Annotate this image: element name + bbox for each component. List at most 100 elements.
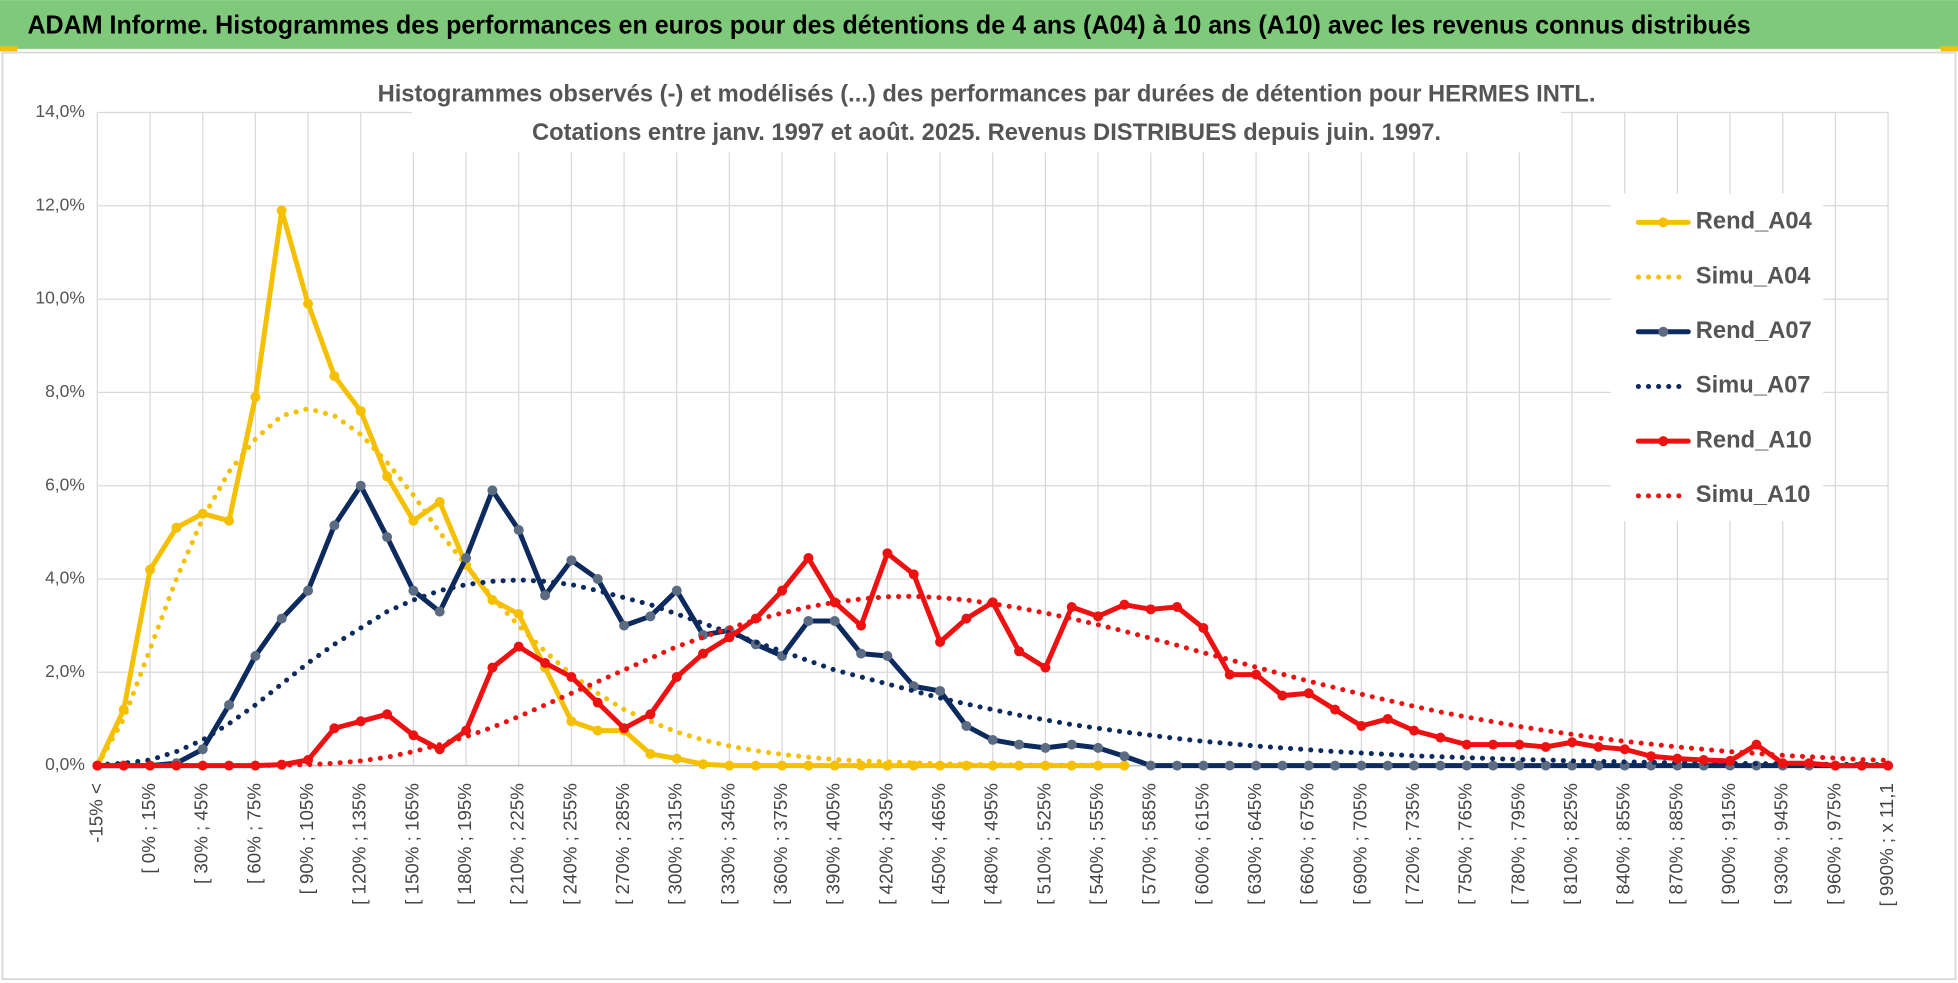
model-point: [413, 599, 414, 600]
data-point: [1224, 669, 1235, 680]
data-point: [197, 760, 208, 771]
data-point: [382, 471, 393, 482]
data-point: [856, 648, 867, 659]
model-point: [1071, 724, 1072, 725]
data-point: [276, 205, 287, 216]
data-point: [1172, 601, 1183, 612]
model-point: [1571, 734, 1572, 735]
model-line: [94, 593, 1891, 769]
model-point: [492, 581, 493, 582]
model-point: [1756, 753, 1757, 754]
data-point: [1014, 739, 1025, 750]
data-point: [619, 620, 630, 631]
model-point: [702, 637, 703, 638]
data-point: [750, 760, 761, 771]
data-point: [882, 548, 893, 559]
model-point: [650, 721, 651, 722]
model-point: [1334, 687, 1335, 688]
x-tick-label: [ 60% ; 75%: [243, 783, 264, 884]
data-point: [1066, 739, 1077, 750]
model-point: [255, 438, 256, 439]
data-point: [1277, 760, 1288, 771]
model-point: [360, 760, 361, 761]
model-point: [492, 597, 493, 598]
model-point: [623, 669, 624, 670]
model-point: [1045, 719, 1046, 720]
data-point: [1435, 732, 1446, 743]
x-tick-label: [ 30% ; 45%: [191, 783, 212, 884]
data-point: [566, 671, 577, 682]
x-tick-label: [ 120% ; 135%: [349, 783, 370, 905]
model-point: [1282, 674, 1283, 675]
y-tick-label: 2,0%: [45, 661, 85, 681]
model-point: [1097, 765, 1098, 766]
x-tick-label: [ 870% ; 885%: [1665, 783, 1686, 905]
data-point: [1672, 753, 1683, 764]
corner-accent: [0, 46, 18, 52]
model-point: [571, 693, 572, 694]
model-point: [149, 765, 150, 766]
data-point: [303, 585, 314, 596]
data-point: [645, 748, 656, 759]
model-point: [992, 709, 993, 710]
model-point: [834, 669, 835, 670]
x-tick-label: [ 690% ; 705%: [1349, 783, 1370, 905]
data-point: [1593, 741, 1604, 752]
data-point: [355, 480, 366, 491]
model-point: [650, 658, 651, 659]
model-point: [1440, 711, 1441, 712]
model-point: [1018, 715, 1019, 716]
model-point: [386, 611, 387, 612]
model-point: [1150, 638, 1151, 639]
model-point: [1124, 631, 1125, 632]
data-point: [1698, 755, 1709, 765]
data-point: [645, 611, 656, 622]
model-point: [1466, 757, 1467, 758]
model-point: [1387, 700, 1388, 701]
model-point: [623, 597, 624, 598]
model-point: [413, 751, 414, 752]
legend-label: Simu_A10: [1696, 482, 1811, 508]
x-tick-label: [ 330% ; 345%: [717, 783, 738, 905]
data-point: [619, 723, 630, 734]
data-point: [250, 760, 261, 771]
x-tick-label: [ 450% ; 465%: [928, 783, 949, 905]
data-point: [908, 569, 919, 580]
data-point: [1488, 739, 1499, 750]
model-point: [702, 739, 703, 740]
x-tick-label: [ 660% ; 675%: [1297, 783, 1318, 905]
data-point: [1040, 742, 1051, 753]
model-point: [1492, 758, 1493, 759]
model-point: [123, 765, 124, 766]
x-tick-label: [ 810% ; 825%: [1560, 783, 1581, 905]
model-point: [860, 676, 861, 677]
data-point: [1567, 737, 1578, 748]
data-point: [1514, 760, 1525, 771]
y-tick-label: 10,0%: [35, 288, 85, 308]
legend-label: Rend_A10: [1696, 427, 1812, 453]
model-point: [439, 744, 440, 745]
data-point: [1093, 742, 1104, 753]
data-point: [1093, 760, 1104, 771]
data-point: [1856, 760, 1867, 771]
model-point: [702, 623, 703, 624]
model-point: [334, 644, 335, 645]
data-point: [1725, 755, 1736, 766]
data-point: [1540, 760, 1551, 771]
header-title: ADAM Informe. Histogrammes des performan…: [27, 9, 1750, 39]
model-point: [966, 764, 967, 765]
data-point: [382, 532, 393, 543]
model-point: [1018, 764, 1019, 765]
data-point: [1435, 760, 1446, 771]
data-point: [566, 555, 577, 566]
model-point: [913, 596, 914, 597]
x-tick-label: [ 960% ; 975%: [1823, 783, 1844, 905]
data-point: [698, 759, 709, 770]
data-point: [1014, 646, 1025, 657]
model-point: [1492, 721, 1493, 722]
data-point: [145, 564, 156, 575]
model-point: [1650, 744, 1651, 745]
data-point: [935, 636, 946, 647]
data-point: [1804, 758, 1815, 769]
model-point: [913, 762, 914, 763]
